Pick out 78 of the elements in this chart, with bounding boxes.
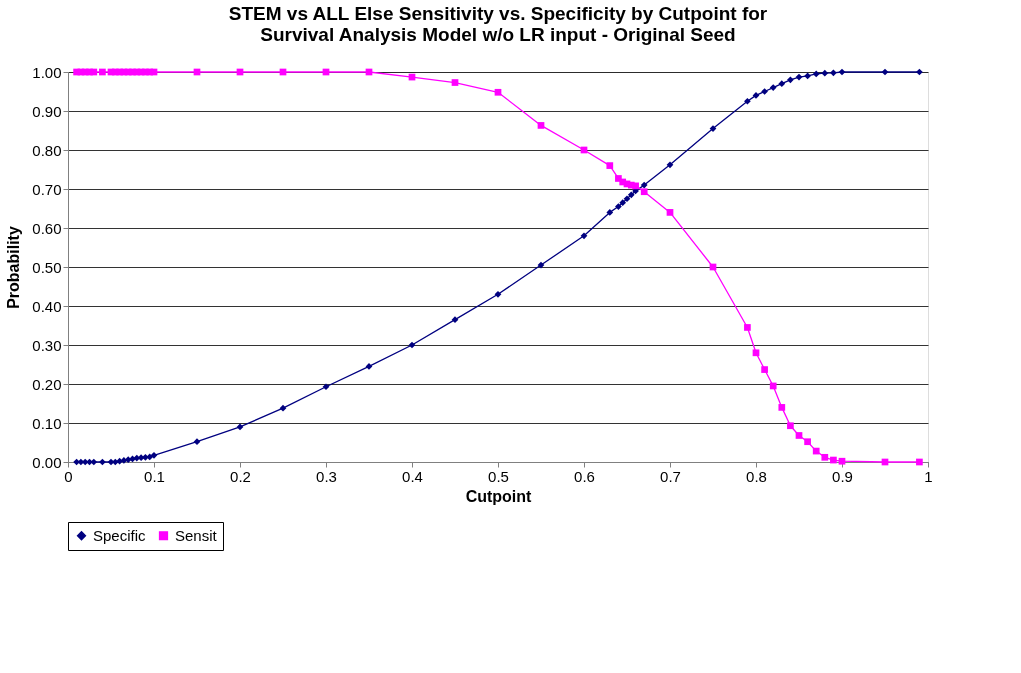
x-tick-label: 0.2	[230, 467, 251, 485]
point	[408, 341, 416, 349]
y-tick-label: 0.00	[32, 453, 62, 471]
y-tick-label: 1.00	[32, 63, 62, 81]
y-tick-label: 0.90	[32, 102, 62, 120]
point	[769, 382, 777, 390]
point	[90, 458, 98, 466]
point	[632, 182, 639, 190]
x-tick-label: 0	[64, 467, 73, 485]
point	[787, 422, 794, 430]
point	[451, 79, 459, 86]
point	[769, 84, 777, 91]
y-tick-label: 0.80	[32, 141, 62, 159]
point	[838, 457, 846, 465]
y-tick-label: 0.30	[32, 336, 62, 354]
x-tick-label: 0.5	[488, 467, 509, 485]
y-tick-label: 0.70	[32, 180, 62, 198]
point	[606, 209, 614, 216]
point	[812, 70, 820, 78]
y-axis-title: Probability	[5, 226, 23, 309]
point	[494, 290, 502, 298]
point	[99, 68, 106, 76]
point	[744, 97, 751, 105]
point	[322, 383, 330, 391]
x-tick-label: 0.4	[402, 467, 423, 485]
point	[666, 209, 674, 216]
point	[804, 72, 811, 80]
legend-label: Specific	[93, 526, 147, 544]
point	[615, 203, 622, 210]
point	[580, 232, 588, 240]
point	[236, 423, 244, 431]
y-tick-label: 0.10	[32, 414, 62, 432]
y-tick-label: 0.60	[32, 219, 62, 237]
point	[606, 162, 614, 169]
point	[761, 88, 768, 95]
x-tick-label: 0.3	[316, 467, 337, 485]
point	[193, 438, 201, 446]
point	[627, 191, 635, 199]
legend-label: Sensit	[175, 526, 218, 544]
point	[494, 88, 502, 96]
point	[752, 349, 760, 357]
point	[795, 432, 803, 439]
x-tick-label: 1	[924, 467, 933, 485]
chart-title: STEM vs ALL Else Sensitivity vs. Specificity by Cutpoint for Survival Analysis Model w/o LR input - Original Seed	[228, 3, 768, 45]
x-tick-label: 0.9	[832, 467, 853, 485]
x-axis-title: Cutpoint	[465, 487, 533, 505]
point	[830, 69, 837, 77]
point	[744, 324, 751, 331]
point	[279, 404, 287, 412]
y-tick-label: 0.40	[32, 297, 62, 315]
point	[838, 68, 846, 76]
point	[830, 456, 837, 464]
x-tick-label: 0.1	[144, 467, 165, 485]
point	[666, 161, 674, 169]
point	[640, 181, 648, 189]
point	[537, 261, 545, 269]
point	[812, 447, 820, 455]
y-tick-label: 0.50	[32, 258, 62, 276]
x-tick-label: 0.6	[574, 467, 595, 485]
point	[537, 122, 545, 129]
point	[778, 80, 786, 88]
y-tick-label: 0.20	[32, 375, 62, 393]
point	[881, 68, 889, 76]
x-tick-label: 0.8	[746, 467, 767, 485]
point	[795, 73, 803, 81]
point	[916, 458, 923, 466]
point	[150, 452, 158, 459]
point	[787, 76, 794, 84]
point	[619, 199, 627, 206]
point	[821, 69, 829, 77]
point	[778, 404, 786, 411]
point	[761, 366, 768, 373]
x-tick-label: 0.7	[660, 467, 681, 485]
point	[821, 453, 829, 461]
point	[640, 188, 648, 196]
point	[623, 195, 631, 203]
point	[804, 438, 811, 446]
point	[90, 68, 98, 76]
